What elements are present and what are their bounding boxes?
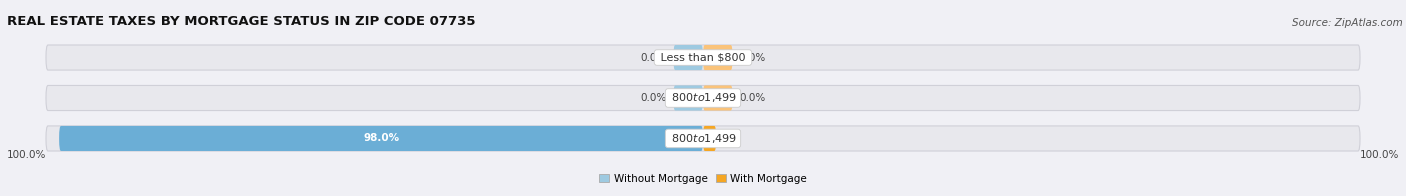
FancyBboxPatch shape — [46, 45, 1360, 70]
Text: $800 to $1,499: $800 to $1,499 — [668, 92, 738, 104]
FancyBboxPatch shape — [703, 126, 716, 151]
Legend: Without Mortgage, With Mortgage: Without Mortgage, With Mortgage — [595, 170, 811, 188]
FancyBboxPatch shape — [46, 85, 1360, 111]
FancyBboxPatch shape — [673, 85, 703, 111]
Text: 98.0%: 98.0% — [363, 133, 399, 143]
Text: 100.0%: 100.0% — [1360, 151, 1399, 161]
Text: Source: ZipAtlas.com: Source: ZipAtlas.com — [1292, 18, 1403, 28]
Text: 0.0%: 0.0% — [740, 53, 765, 63]
FancyBboxPatch shape — [46, 126, 1360, 151]
FancyBboxPatch shape — [703, 45, 733, 70]
FancyBboxPatch shape — [59, 126, 703, 151]
Text: 100.0%: 100.0% — [7, 151, 46, 161]
Text: $800 to $1,499: $800 to $1,499 — [668, 132, 738, 145]
Text: 2.0%: 2.0% — [695, 133, 724, 143]
FancyBboxPatch shape — [673, 45, 703, 70]
Text: 0.0%: 0.0% — [641, 93, 666, 103]
Text: 0.0%: 0.0% — [740, 93, 765, 103]
FancyBboxPatch shape — [703, 85, 733, 111]
Text: 0.0%: 0.0% — [641, 53, 666, 63]
Text: Less than $800: Less than $800 — [657, 53, 749, 63]
Text: REAL ESTATE TAXES BY MORTGAGE STATUS IN ZIP CODE 07735: REAL ESTATE TAXES BY MORTGAGE STATUS IN … — [7, 15, 475, 28]
